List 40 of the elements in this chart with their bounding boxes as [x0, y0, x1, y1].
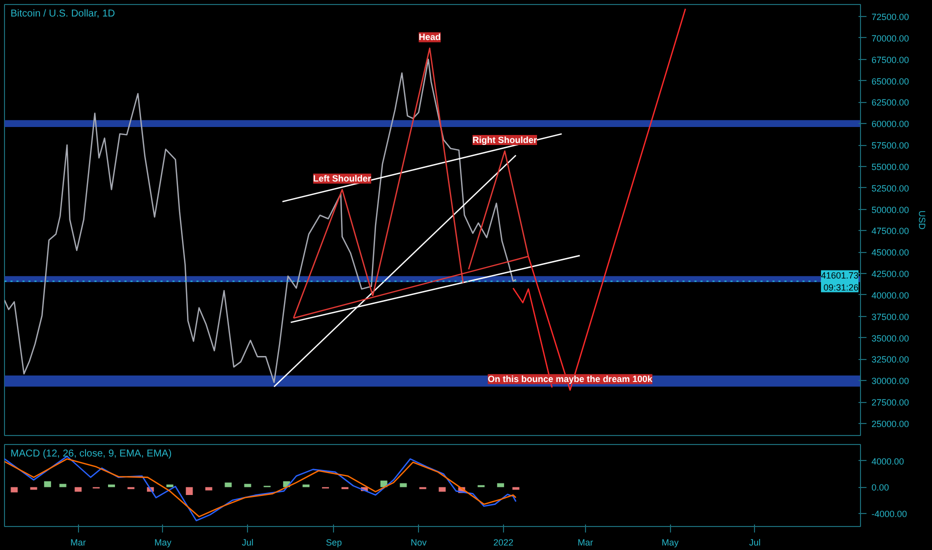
- y-tick-label: 62500.00: [872, 98, 910, 108]
- y-tick-label: 52500.00: [872, 183, 910, 194]
- y-tick-label: 32500.00: [872, 354, 910, 365]
- x-tick-label: Sep: [326, 538, 342, 548]
- x-tick-label: 2022: [493, 538, 514, 548]
- chart-title: Bitcoin / U.S. Dollar, 1D: [10, 8, 115, 20]
- x-tick-label: May: [154, 538, 172, 548]
- y-tick-label: 50000.00: [872, 204, 910, 215]
- x-tick-label: Jul: [749, 538, 761, 548]
- y-tick-label: 57500.00: [872, 140, 910, 151]
- y-tick-label: 35000.00: [872, 333, 910, 344]
- annotation: Right Shoulder: [472, 135, 538, 146]
- y-tick-label: 25000.00: [872, 419, 910, 430]
- x-tick-label: Jul: [242, 538, 254, 548]
- y-tick-label: 37500.00: [872, 312, 910, 322]
- y-tick-label: 42500.00: [872, 269, 910, 280]
- y-tick-label: 4000.00: [872, 456, 904, 466]
- ref-line-label: 41601.73 09:31:26: [820, 270, 859, 292]
- y-tick-label: 40000.00: [872, 290, 910, 300]
- annotation: On this bounce maybe the dream 100k: [488, 374, 654, 384]
- y-tick-label: 30000.00: [872, 376, 910, 386]
- y-tick-label: 67500.00: [872, 54, 910, 65]
- chart-title: MACD (12, 26, close, 9, EMA, EMA): [10, 448, 172, 460]
- x-tick-label: Nov: [410, 538, 428, 548]
- y-tick-label: 27500.00: [872, 398, 910, 408]
- y-tick-label: 70000.00: [872, 33, 910, 44]
- y-tick-label: 47500.00: [872, 226, 910, 236]
- y-tick-label: 72500.00: [872, 12, 910, 22]
- y-tick-label: 60000.00: [872, 119, 910, 130]
- y-tick-label: 65000.00: [872, 76, 910, 86]
- x-tick-label: May: [662, 538, 680, 548]
- annotation: Head: [418, 32, 441, 42]
- x-tick-label: Mar: [578, 538, 594, 548]
- y-tick-label: 45000.00: [872, 248, 910, 258]
- y-tick-label: 0.00: [872, 482, 890, 493]
- annotation: Left Shoulder: [313, 174, 372, 184]
- x-tick-label: Mar: [70, 538, 86, 548]
- y-axis-title: USD: [917, 210, 928, 230]
- y-tick-label: -4000.00: [872, 508, 908, 519]
- y-tick-label: 55000.00: [872, 162, 910, 172]
